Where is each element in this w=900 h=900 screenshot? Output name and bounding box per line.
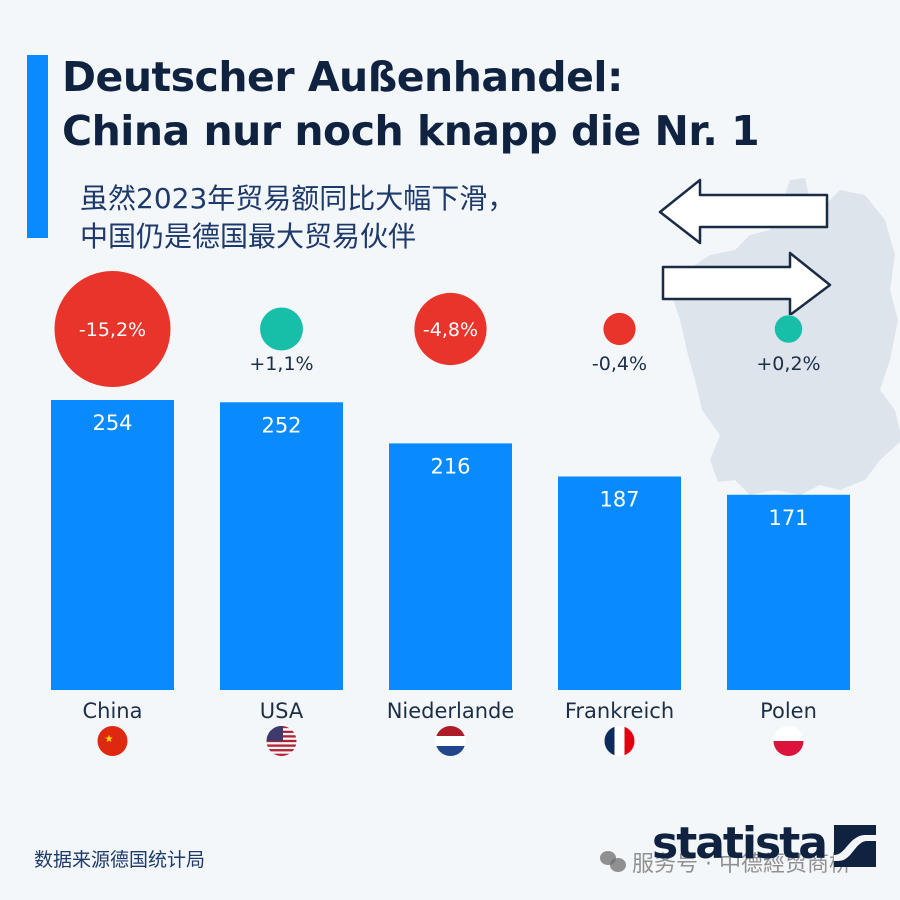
france-flag-icon [604, 726, 635, 756]
flag-star: ★ [105, 734, 114, 745]
arrow-right-icon [661, 251, 832, 315]
bar-usa [220, 402, 343, 690]
change-bubble [603, 312, 636, 346]
change-label: -15,2% [79, 319, 146, 341]
statista-logo-icon [833, 824, 876, 867]
change-bubble [774, 315, 803, 343]
flag-canton [266, 726, 283, 741]
arrow-left-icon [658, 178, 829, 245]
china-flag-icon: ★ [97, 726, 128, 756]
category-label: China [83, 699, 143, 723]
bar-frankreich [558, 476, 681, 690]
flag-band [604, 726, 615, 756]
subtitle-line-1: 虽然2023年贸易额同比大幅下滑， [80, 182, 516, 215]
bar-value-label: 252 [261, 413, 301, 437]
accent-bar [27, 55, 48, 238]
change-bubble [260, 307, 303, 351]
flag-band [435, 726, 466, 736]
bar-china [51, 400, 174, 690]
change-label: +1,1% [249, 353, 313, 375]
change-bubble [54, 271, 171, 387]
flag-stripe [266, 749, 297, 752]
category-label: Niederlande [387, 699, 515, 723]
flag-field [97, 726, 128, 756]
bar-value-label: 171 [768, 506, 808, 530]
wechat-icon [600, 851, 626, 873]
exchange-arrows-icon [658, 178, 832, 315]
bar-value-label: 216 [430, 454, 470, 478]
category-label: USA [260, 699, 304, 723]
chart-subtitle: 虽然2023年贸易额同比大幅下滑， 中国仍是德国最大贸易伙伴 [80, 180, 515, 256]
bar-niederlande [389, 443, 512, 690]
title-line-1: Deutscher Außenhandel: [62, 53, 623, 101]
flag-stripe [266, 753, 297, 756]
statista-logo[interactable]: statista [652, 818, 876, 869]
watermark: 服务号 · 中德經贸商桥 [600, 846, 851, 878]
subtitle-line-2: 中国仍是德国最大贸易伙伴 [80, 220, 417, 253]
category-label: Frankreich [565, 699, 674, 723]
brand-name: statista [652, 818, 828, 869]
flag-stripe [266, 744, 297, 747]
source-note: 数据来源德国统计局 [34, 849, 206, 871]
flag-band [773, 741, 804, 756]
category-label: Polen [760, 699, 817, 723]
watermark-text: 服务号 · 中德經贸商桥 [632, 852, 851, 877]
change-label: -4,8% [423, 319, 478, 341]
bar-polen [727, 494, 850, 690]
change-bubble [414, 292, 487, 366]
title-line-2: China nur noch knapp die Nr. 1 [62, 107, 760, 155]
bar-value-label: 254 [92, 411, 132, 435]
flag-band [435, 736, 466, 746]
change-label: +0,2% [756, 353, 820, 375]
chart-title: Deutscher Außenhandel: China nur noch kn… [62, 50, 760, 158]
flag-band [614, 726, 625, 756]
bar-value-label: 187 [599, 487, 639, 511]
change-label: -0,4% [592, 353, 647, 375]
flag-band [773, 726, 804, 741]
netherlands-flag-icon [435, 726, 466, 756]
usa-flag-icon [266, 726, 297, 756]
flag-band [624, 726, 635, 756]
flag-band [435, 746, 466, 756]
poland-flag-icon [773, 726, 804, 756]
